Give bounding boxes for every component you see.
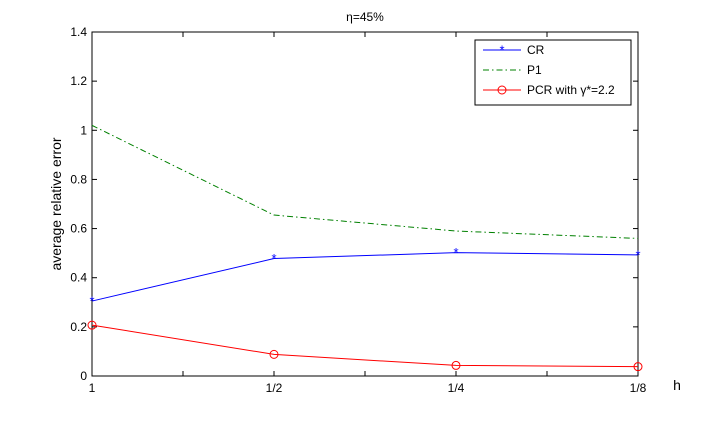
x-tick-label: 1/2 <box>266 381 283 395</box>
y-tick-label: 0 <box>80 369 87 383</box>
x-tick-labels: 1 1/2 1/4 1/8 <box>89 381 647 395</box>
series-line-p1 <box>91 124 639 239</box>
data-point-pcr <box>451 360 461 370</box>
y-tick-labels: 0 0.2 0.4 0.6 0.8 1 1.2 1.4 <box>70 25 87 383</box>
data-point-cr: * <box>635 247 640 262</box>
x-tick-label: 1/4 <box>448 381 465 395</box>
axis-ticks <box>91 31 639 377</box>
legend-marker-cr: * <box>499 43 504 58</box>
legend-marker-pcr <box>497 85 507 95</box>
x-tick-label: 1 <box>89 381 96 395</box>
y-tick-label: 0.4 <box>70 271 87 285</box>
legend-label-cr: CR <box>527 43 545 57</box>
data-point-cr: * <box>89 294 94 309</box>
data-point-pcr <box>269 349 279 359</box>
data-point-pcr <box>633 362 643 372</box>
series-pcr <box>87 320 643 372</box>
chart-title: η=45% <box>346 10 384 24</box>
series-layer: * * * * <box>87 124 643 372</box>
series-line-cr <box>91 252 639 302</box>
y-tick-label: 1 <box>80 123 87 137</box>
y-tick-label: 0.2 <box>70 320 87 334</box>
series-cr: * * * * <box>89 245 640 308</box>
y-axis-label: average relative error <box>48 137 64 270</box>
legend-label-p1: P1 <box>527 63 542 77</box>
y-tick-label: 0.8 <box>70 172 87 186</box>
data-point-pcr <box>87 320 97 330</box>
data-point-cr: * <box>271 251 276 266</box>
y-tick-label: 1.4 <box>70 25 87 39</box>
x-tick-label: 1/8 <box>630 381 647 395</box>
series-p1 <box>91 124 639 239</box>
legend: * CR P1 PCR with γ*=2.2 <box>474 39 632 106</box>
y-tick-label: 0.6 <box>70 222 87 236</box>
legend-box <box>474 39 632 106</box>
x-axis-label: h <box>673 377 681 393</box>
y-tick-label: 1.2 <box>70 74 87 88</box>
data-point-cr: * <box>453 245 458 260</box>
legend-label-pcr: PCR with γ*=2.2 <box>527 83 615 97</box>
series-line-pcr <box>91 324 639 368</box>
